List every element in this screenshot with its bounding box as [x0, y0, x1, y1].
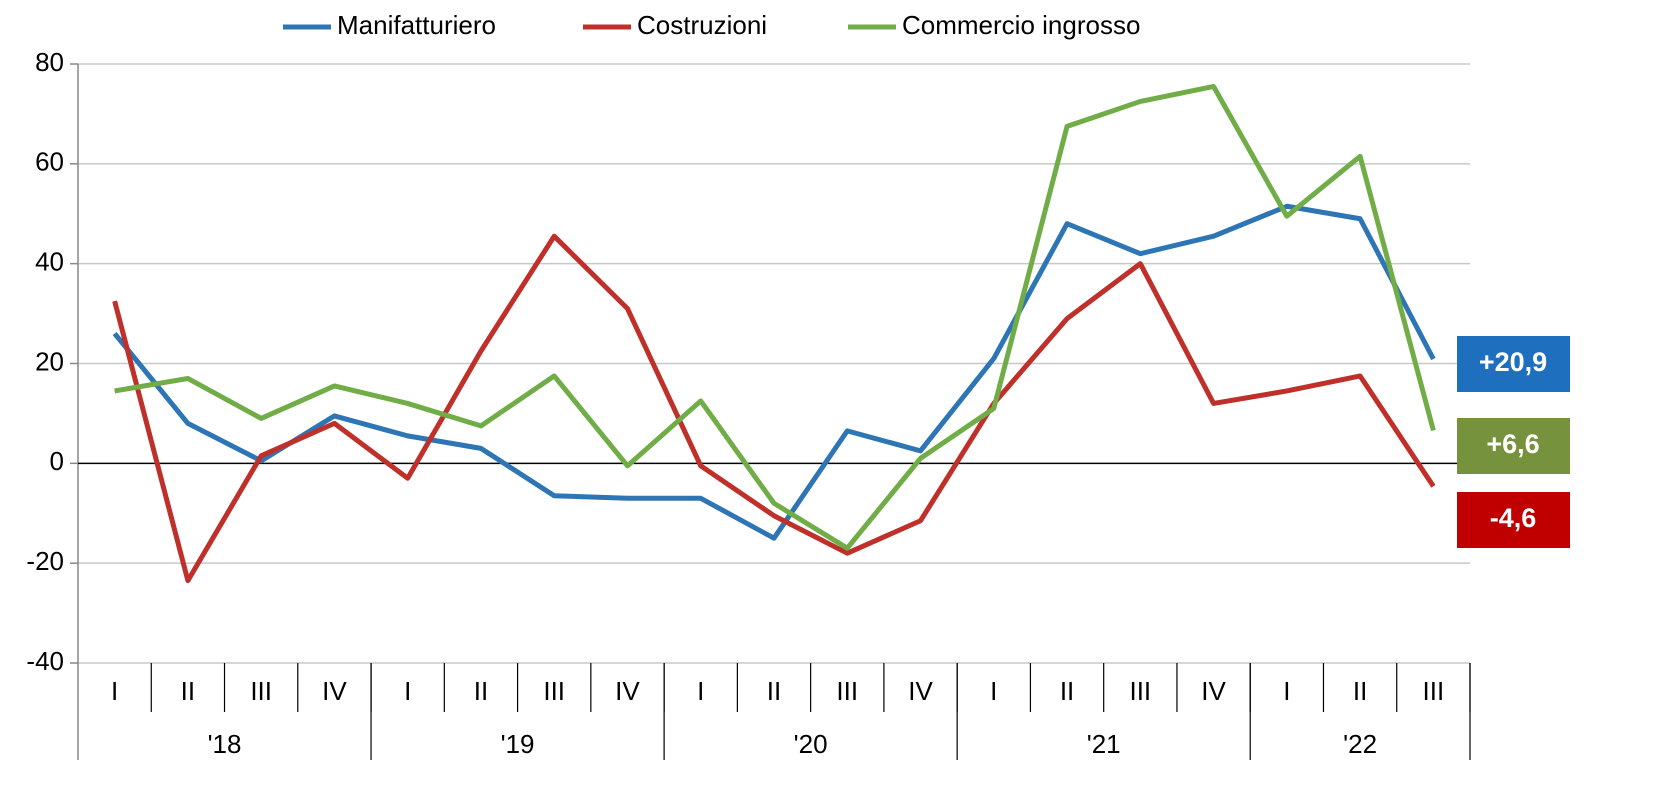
x-tick-label: II [181, 676, 195, 706]
legend-label: Costruzioni [637, 10, 767, 40]
year-label: '18 [208, 729, 242, 759]
end-label-box [1457, 336, 1570, 392]
x-tick-label: III [543, 676, 565, 706]
y-tick-label: 20 [35, 346, 64, 376]
x-tick-label: I [404, 676, 411, 706]
x-tick-label: I [697, 676, 704, 706]
legend-label: Manifatturiero [337, 10, 496, 40]
y-tick-label: -20 [26, 546, 64, 576]
legend-label: Commercio ingrosso [902, 10, 1140, 40]
x-tick-label: IV [322, 676, 347, 706]
x-tick-label: III [250, 676, 272, 706]
year-label: '20 [794, 729, 828, 759]
x-tick-label: I [990, 676, 997, 706]
x-tick-label: II [474, 676, 488, 706]
series-line [112, 203, 1436, 541]
y-tick-label: -40 [26, 646, 64, 676]
x-tick-label: I [1283, 676, 1290, 706]
x-tick-label: III [836, 676, 858, 706]
y-tick-label: 40 [35, 247, 64, 277]
x-tick-label: III [1423, 676, 1445, 706]
x-tick-label: IV [1201, 676, 1226, 706]
x-tick-label: I [111, 676, 118, 706]
x-tick-label: IV [615, 676, 640, 706]
y-tick-label: 0 [50, 446, 64, 476]
end-label: +20,9 [1479, 347, 1547, 377]
end-label: -4,6 [1490, 503, 1537, 533]
year-label: '22 [1343, 729, 1377, 759]
end-label-box [1457, 418, 1570, 474]
y-tick-label: 60 [35, 147, 64, 177]
y-tick-label: 80 [35, 47, 64, 77]
x-tick-label: IV [908, 676, 933, 706]
series-line [114, 83, 1436, 551]
x-tick-label: III [1129, 676, 1151, 706]
end-label: +6,6 [1486, 429, 1539, 459]
series-line [112, 233, 1436, 584]
x-tick-label: II [1353, 676, 1367, 706]
x-tick-label: II [1060, 676, 1074, 706]
x-tick-label: II [767, 676, 781, 706]
year-label: '21 [1087, 729, 1121, 759]
end-label-box [1457, 492, 1570, 548]
year-label: '19 [501, 729, 535, 759]
